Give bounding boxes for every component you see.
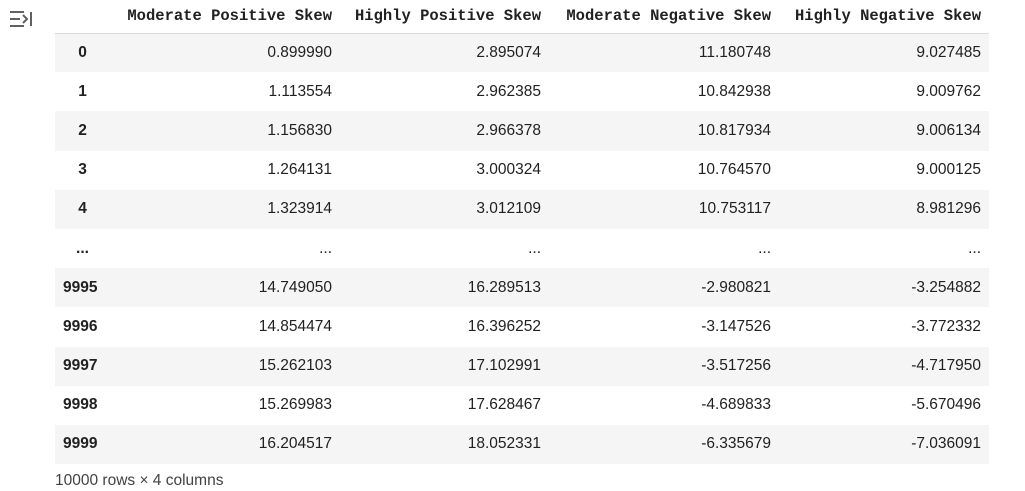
table-cell: 10.842938 <box>697 82 771 100</box>
row-index: 9999 <box>63 435 98 453</box>
table-cell: ... <box>758 239 771 257</box>
table-cell: -3.517256 <box>701 357 771 375</box>
row-index: 9998 <box>63 396 98 414</box>
table-cell: 8.981296 <box>916 200 981 218</box>
table-row: 9998 15.269983 17.628467 -4.689833 -5.670496 <box>55 386 989 425</box>
table-cell: 15.269983 <box>258 396 332 414</box>
table-cell: -3.772332 <box>911 317 981 335</box>
row-index: 1 <box>78 82 87 100</box>
table-cell: -6.335679 <box>701 435 771 453</box>
table-row: 2 1.156830 2.966378 10.817934 9.006134 <box>55 111 989 151</box>
dataframe-table: Moderate Positive Skew Highly Positive S… <box>55 0 989 465</box>
table-cell: 15.262103 <box>258 357 332 375</box>
table-row: ............... <box>55 229 989 268</box>
table-cell: -3.254882 <box>911 278 981 296</box>
table-cell: 17.628467 <box>467 396 541 414</box>
index-header <box>55 0 110 34</box>
output-toggle-icon[interactable] <box>9 9 37 31</box>
table-cell: -5.670496 <box>911 396 981 414</box>
table-cell: 9.009762 <box>916 82 981 100</box>
table-cell: 10.753117 <box>698 200 771 218</box>
table-cell: 1.156830 <box>267 121 332 139</box>
table-cell: 9.006134 <box>916 121 981 139</box>
table-cell: 14.749050 <box>258 278 332 296</box>
table-cell: 10.817934 <box>697 121 771 139</box>
table-header-row: Moderate Positive Skew Highly Positive S… <box>55 0 989 34</box>
table-cell: 9.000125 <box>916 161 981 179</box>
table-cell: -7.036091 <box>911 435 981 453</box>
table-cell: -3.147526 <box>701 317 771 335</box>
table-cell: -4.717950 <box>911 357 981 375</box>
table-cell: 16.289513 <box>467 278 541 296</box>
table-cell: 3.000324 <box>476 161 541 179</box>
table-cell: 1.264131 <box>267 161 332 179</box>
table-row: 4 1.323914 3.012109 10.753117 8.981296 <box>55 189 989 229</box>
row-index: 9997 <box>63 357 98 375</box>
row-index: 3 <box>78 161 87 179</box>
table-cell: 18.052331 <box>467 435 541 453</box>
column-header: Moderate Positive Skew <box>110 0 340 34</box>
table-row: 1 1.113554 2.962385 10.842938 9.009762 <box>55 72 989 111</box>
column-header: Moderate Negative Skew <box>549 0 779 34</box>
table-cell: 9.027485 <box>916 43 981 61</box>
column-header: Highly Negative Skew <box>779 0 989 34</box>
table-cell: -4.689833 <box>701 396 771 414</box>
row-index: 9995 <box>63 278 98 296</box>
table-cell: 16.396252 <box>467 317 541 335</box>
table-shape-label: 10000 rows × 4 columns <box>55 472 224 489</box>
table-cell: 17.102991 <box>467 357 541 375</box>
table-row: 9995 14.749050 16.289513 -2.980821 -3.254882 <box>55 268 989 308</box>
row-index: 4 <box>78 200 87 218</box>
column-header: Highly Positive Skew <box>340 0 549 34</box>
table-cell: -2.980821 <box>701 278 771 296</box>
row-index: ... <box>76 239 89 257</box>
table-cell: 2.966378 <box>476 121 541 139</box>
table-cell: 2.962385 <box>476 82 541 100</box>
table-cell: ... <box>528 239 541 257</box>
table-cell: 10.764570 <box>697 161 771 179</box>
table-row: 9997 15.262103 17.102991 -3.517256 -4.717950 <box>55 346 989 386</box>
table-cell: ... <box>968 239 981 257</box>
table-cell: 0.899990 <box>267 43 332 61</box>
table-cell: 16.204517 <box>258 435 332 453</box>
row-index: 2 <box>78 121 87 139</box>
row-index: 9996 <box>63 317 98 335</box>
table-cell: 3.012109 <box>476 200 541 218</box>
table-cell: 1.323914 <box>267 200 332 218</box>
table-cell: 14.854474 <box>258 317 332 335</box>
table-row: 3 1.264131 3.000324 10.764570 9.000125 <box>55 151 989 190</box>
table-cell: 11.180748 <box>698 43 771 61</box>
table-cell: ... <box>319 239 332 257</box>
table-row: 9996 14.854474 16.396252 -3.147526 -3.772332 <box>55 307 989 346</box>
table-row: 0 0.899990 2.895074 11.180748 9.027485 <box>55 33 989 73</box>
table-row: 9999 16.204517 18.052331 -6.335679 -7.036091 <box>55 424 989 465</box>
table-cell: 2.895074 <box>476 43 541 61</box>
table-cell: 1.113554 <box>268 82 333 100</box>
row-index: 0 <box>78 43 87 61</box>
